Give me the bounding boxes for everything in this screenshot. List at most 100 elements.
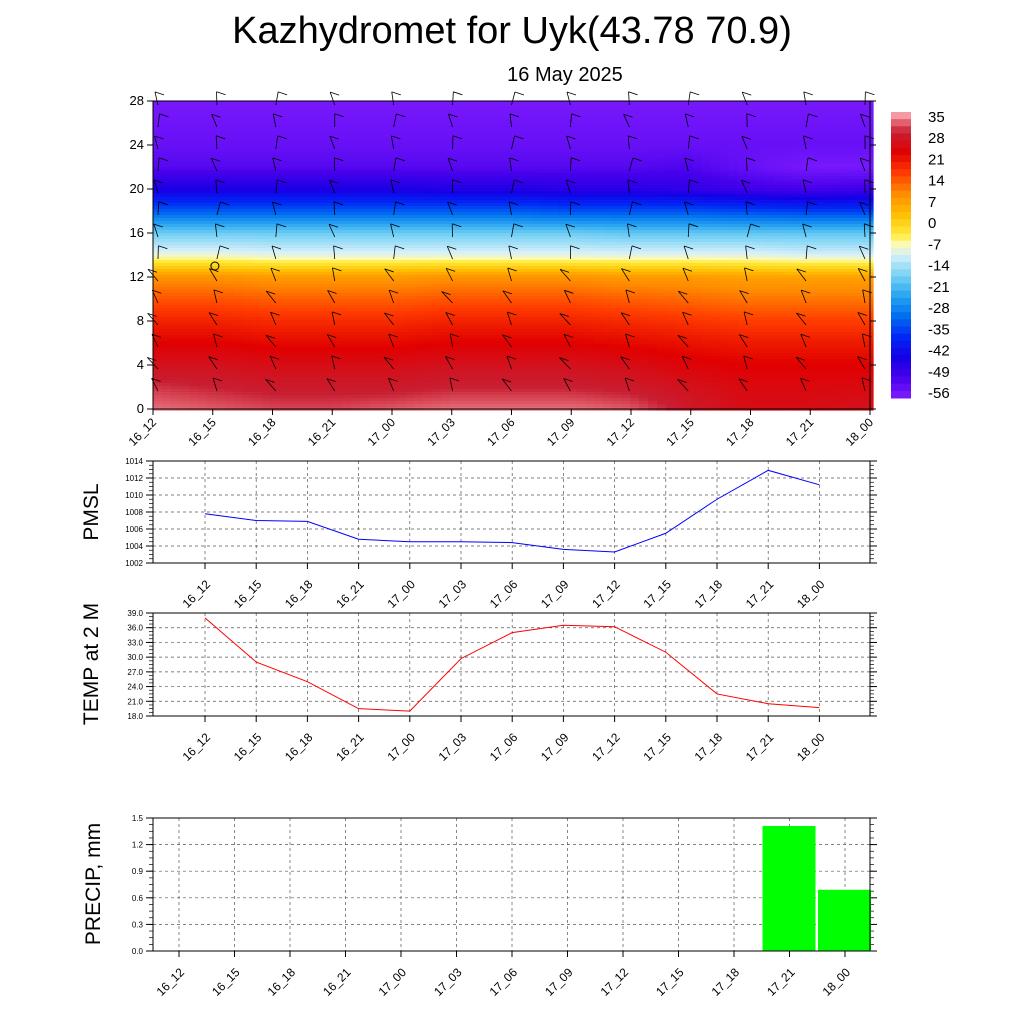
heatmap-cell <box>342 146 352 150</box>
heatmap-cell <box>459 344 469 348</box>
heatmap-cell <box>387 209 397 213</box>
heatmap-cell <box>396 383 406 387</box>
heatmap-cell <box>324 209 334 213</box>
heatmap-cell <box>306 269 316 273</box>
heatmap-cell <box>261 221 271 225</box>
heatmap-cell <box>414 395 424 399</box>
heatmap-cell <box>333 101 343 105</box>
heatmap-cell <box>387 254 397 258</box>
heatmap-cell <box>540 143 550 147</box>
heatmap-cell <box>369 248 379 252</box>
heatmap-cell <box>396 323 406 327</box>
heatmap-cell <box>459 281 469 285</box>
heatmap-cell <box>468 131 478 135</box>
heatmap-cell <box>198 395 208 399</box>
heatmap-cell <box>162 386 172 390</box>
heatmap-cell <box>522 254 532 258</box>
heatmap-cell <box>414 389 424 393</box>
heatmap-cell <box>531 164 541 168</box>
heatmap-cell <box>468 350 478 354</box>
heatmap-cell <box>549 359 559 363</box>
heatmap-cell <box>207 389 217 393</box>
heatmap-cell <box>288 140 298 144</box>
heatmap-cell <box>180 236 190 240</box>
heatmap-cell <box>504 236 514 240</box>
heatmap-cell <box>387 392 397 396</box>
heatmap-cell <box>270 398 280 402</box>
heatmap-cell <box>468 257 478 261</box>
heatmap-cell <box>504 140 514 144</box>
heatmap-cell <box>171 104 181 108</box>
heatmap-cell <box>252 254 262 258</box>
heatmap-cell <box>567 218 577 222</box>
heatmap-cell <box>243 299 253 303</box>
heatmap-cell <box>522 161 532 165</box>
heatmap-cell <box>414 314 424 318</box>
heatmap-cell <box>234 329 244 333</box>
heatmap-cell <box>414 212 424 216</box>
heatmap-cell <box>486 110 496 114</box>
heatmap-cell <box>180 287 190 291</box>
heatmap-cell <box>243 182 253 186</box>
heatmap-cell <box>378 131 388 135</box>
heatmap-cell <box>306 167 316 171</box>
heatmap-cell <box>531 323 541 327</box>
heatmap-cell <box>459 143 469 147</box>
heatmap-cell <box>252 395 262 399</box>
heatmap-cell <box>423 164 433 168</box>
heatmap-cell <box>450 314 460 318</box>
heatmap-cell <box>234 398 244 402</box>
heatmap-cell <box>432 239 442 243</box>
heatmap-cell <box>306 188 316 192</box>
heatmap-cell <box>414 272 424 276</box>
heatmap-cell <box>495 221 505 225</box>
heatmap-cell <box>450 281 460 285</box>
heatmap-cell <box>396 392 406 396</box>
heatmap-cell <box>216 233 226 237</box>
heatmap-cell <box>567 107 577 111</box>
heatmap-cell <box>225 353 235 357</box>
heatmap-cell <box>441 152 451 156</box>
heatmap-cell <box>432 266 442 270</box>
heatmap-cell <box>342 104 352 108</box>
heatmap-cell <box>180 146 190 150</box>
heatmap-cell <box>279 188 289 192</box>
heatmap-cell <box>243 104 253 108</box>
heatmap-cell <box>234 107 244 111</box>
heatmap-cell <box>261 389 271 393</box>
heatmap-cell <box>531 299 541 303</box>
heatmap-cell <box>243 302 253 306</box>
heatmap-cell <box>540 230 550 234</box>
heatmap-cell <box>540 104 550 108</box>
heatmap-cell <box>243 170 253 174</box>
heatmap-cell <box>360 242 370 246</box>
heatmap-cell <box>252 215 262 219</box>
heatmap-cell <box>243 293 253 297</box>
heatmap-cell <box>315 203 325 207</box>
heatmap-cell <box>567 272 577 276</box>
heatmap-cell <box>423 137 433 141</box>
heatmap-cell <box>297 278 307 282</box>
heatmap-cell <box>549 326 559 330</box>
heatmap-cell <box>459 362 469 366</box>
heatmap-cell <box>441 263 451 267</box>
heatmap-cell <box>216 227 226 231</box>
heatmap-cell <box>324 155 334 159</box>
heatmap-cell <box>189 197 199 201</box>
heatmap-cell <box>468 200 478 204</box>
heatmap-cell <box>450 182 460 186</box>
heatmap-cell <box>576 194 586 198</box>
heatmap-cell <box>522 128 532 132</box>
heatmap-cell <box>567 347 577 351</box>
heatmap-cell <box>234 308 244 312</box>
heatmap-cell <box>243 401 253 405</box>
heatmap-cell <box>189 338 199 342</box>
heatmap-cell <box>360 380 370 384</box>
heatmap-cell <box>432 218 442 222</box>
heatmap-cell <box>288 185 298 189</box>
heatmap-cell <box>342 371 352 375</box>
heatmap-cell <box>423 140 433 144</box>
heatmap-cell <box>243 122 253 126</box>
heatmap-cell <box>315 128 325 132</box>
heatmap-cell <box>441 314 451 318</box>
